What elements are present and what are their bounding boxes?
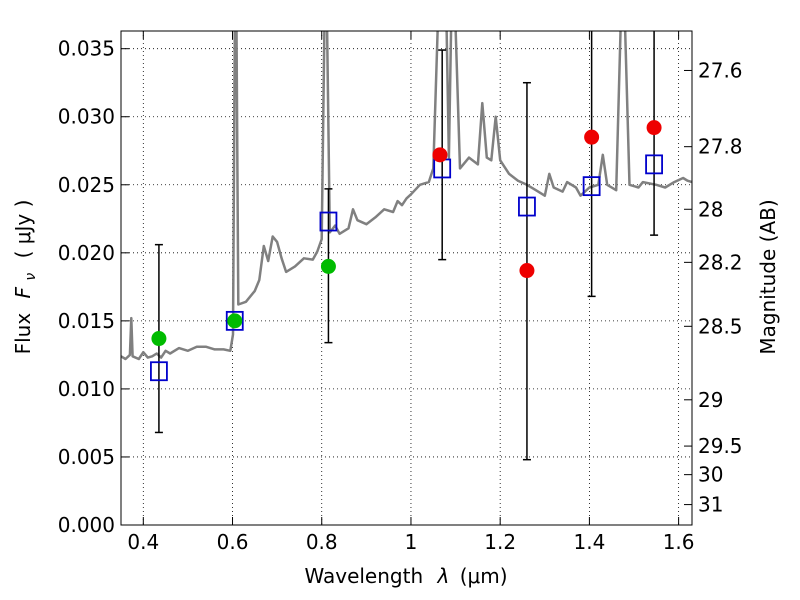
observed-square-marker — [225, 310, 244, 331]
green-circle-marker — [320, 258, 336, 274]
y-tick-label: 0.030 — [58, 105, 115, 129]
grid-lines — [121, 31, 692, 526]
x-tick-label: 1.4 — [573, 530, 605, 554]
observed-square-series — [150, 154, 663, 382]
plot-frame — [120, 30, 693, 526]
right-tick-label: 27.8 — [698, 135, 743, 159]
observed-square-marker — [518, 196, 536, 217]
right-tick-label: 28.5 — [698, 314, 743, 338]
y-tick-label: 0.015 — [58, 309, 115, 333]
right-tick-label: 28.2 — [698, 250, 743, 274]
x-tick-label: 1.6 — [663, 530, 695, 554]
observed-square-marker — [645, 154, 663, 175]
red-circle-marker — [519, 263, 535, 279]
y-tick-label: 0.000 — [58, 513, 115, 537]
right-tick-label: 31 — [698, 493, 723, 517]
y-axis-ticks: 0.000 0.005 0.010 0.015 0.020 0.025 0.030 0.035 — [58, 37, 129, 537]
red-circle-marker — [646, 120, 662, 136]
green-circle-marker — [227, 313, 243, 329]
right-tick-label: 27.6 — [698, 58, 743, 82]
x-tick-label: 1.2 — [484, 530, 516, 554]
right-tick-label: 29 — [698, 388, 723, 412]
model-spectrum-line — [121, 31, 692, 361]
x-axis-label: Wavelength λ (μm) — [304, 564, 507, 588]
errorbar-series — [154, 31, 659, 461]
y-tick-label: 0.010 — [58, 377, 115, 401]
right-tick-label: 28 — [698, 197, 723, 221]
red-circle-marker — [432, 147, 448, 163]
x-tick-label: 0.8 — [306, 530, 338, 554]
x-tick-label: 0.4 — [127, 530, 159, 554]
y-tick-label: 0.020 — [58, 241, 115, 265]
x-tick-label: 0.6 — [217, 530, 249, 554]
x-axis-ticks: 0.4 0.6 0.8 1 1.2 1.4 1.6 — [127, 31, 695, 554]
x-tick-label: 1 — [405, 530, 418, 554]
right-axis-label: Magnitude (AB) — [756, 199, 780, 354]
right-axis-ticks: 27.6 27.8 28 28.2 28.5 29 29.5 30 31 — [684, 58, 743, 517]
right-tick-label: 29.5 — [698, 434, 743, 458]
y-tick-label: 0.035 — [58, 37, 115, 61]
y-tick-label: 0.005 — [58, 445, 115, 469]
model-circle-series — [151, 120, 662, 347]
y-tick-label: 0.025 — [58, 173, 115, 197]
green-circle-marker — [151, 331, 167, 347]
y-axis-label: Flux F ν ( μJy ) — [11, 200, 40, 355]
right-tick-label: 30 — [698, 463, 723, 487]
observed-square-marker — [150, 361, 168, 382]
red-circle-marker — [584, 129, 600, 145]
observed-square-marker — [319, 211, 338, 232]
observed-square-marker — [582, 176, 601, 197]
model-spectrum-series — [121, 31, 692, 361]
